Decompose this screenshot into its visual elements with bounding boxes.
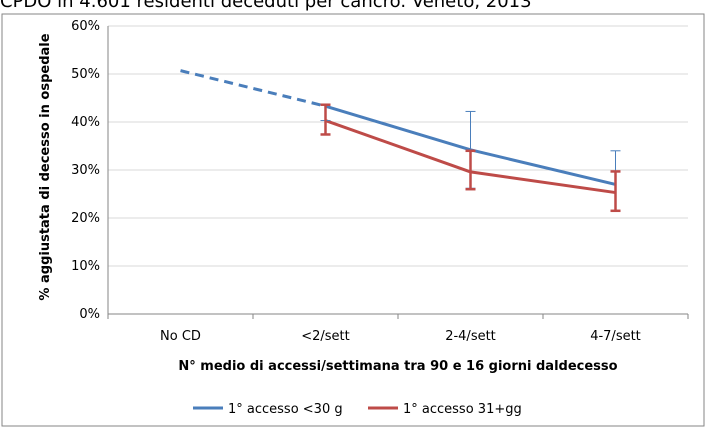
legend: 1° accesso <30 g 1° accesso 31+gg (193, 402, 522, 417)
series-1-segment (470, 148, 616, 186)
y-tick-label: 30% (71, 163, 100, 178)
x-axis-label: N° medio di accessi/settimana tra 90 e 1… (178, 359, 617, 374)
series-lines (180, 69, 616, 195)
chart-title: CPDO in 4.601 residenti deceduti per can… (0, 0, 532, 12)
y-tick-label: 60% (71, 19, 100, 34)
series-2-segment (470, 170, 616, 195)
chart-border (1, 13, 705, 427)
error-bars (320, 103, 621, 213)
series-2-segment (324, 119, 472, 174)
series-1-segment (325, 104, 471, 152)
y-axis-label: % aggiustata di decesso in ospedale (38, 33, 53, 300)
series-1-segment (180, 69, 326, 108)
x-tick-label: <2/sett (301, 329, 350, 344)
gridlines (107, 25, 689, 319)
y-tick-label: 0% (79, 307, 100, 322)
legend-label-1: 1° accesso <30 g (228, 402, 343, 417)
y-axis-ticks: 0% 10% 20% 30% 40% 50% 60% (71, 19, 100, 322)
x-tick-label: No CD (160, 329, 201, 344)
x-tick-label: 2-4/sett (445, 329, 496, 344)
x-axis-ticks: No CD <2/sett 2-4/sett 4-7/sett (160, 329, 641, 344)
y-tick-label: 40% (71, 115, 100, 130)
y-tick-label: 10% (71, 259, 100, 274)
y-tick-label: 50% (71, 67, 100, 82)
legend-label-2: 1° accesso 31+gg (403, 402, 522, 417)
x-tick-label: 4-7/sett (590, 329, 641, 344)
y-tick-label: 20% (71, 211, 100, 226)
